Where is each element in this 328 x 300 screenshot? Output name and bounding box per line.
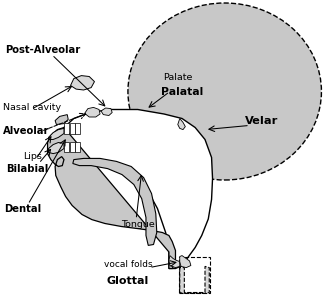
Polygon shape <box>55 115 68 124</box>
Polygon shape <box>73 158 157 245</box>
Bar <box>75 123 80 134</box>
Text: Palate: Palate <box>163 73 193 82</box>
Polygon shape <box>101 108 112 116</box>
Bar <box>179 257 210 293</box>
Text: Velar: Velar <box>245 116 279 126</box>
Text: vocal folds: vocal folds <box>104 260 153 269</box>
Polygon shape <box>48 128 175 268</box>
Polygon shape <box>169 256 180 268</box>
Polygon shape <box>85 107 100 117</box>
Circle shape <box>128 3 321 180</box>
Text: Alveolar: Alveolar <box>3 125 49 136</box>
Text: Glottal: Glottal <box>107 276 149 286</box>
Text: Tongue: Tongue <box>121 220 154 229</box>
Bar <box>70 142 75 152</box>
Text: Post-Alveolar: Post-Alveolar <box>5 45 80 56</box>
Text: Dental: Dental <box>4 203 41 214</box>
Text: Lips: Lips <box>24 152 43 161</box>
Polygon shape <box>180 256 191 268</box>
Text: Bilabial: Bilabial <box>6 164 48 174</box>
Polygon shape <box>49 142 64 154</box>
Polygon shape <box>178 118 185 130</box>
Polygon shape <box>71 76 94 90</box>
Bar <box>75 142 80 152</box>
Bar <box>64 142 69 152</box>
Bar <box>64 123 69 134</box>
Polygon shape <box>64 110 213 268</box>
Bar <box>70 123 75 134</box>
Text: Nasal cavity: Nasal cavity <box>3 103 61 112</box>
Polygon shape <box>180 266 209 293</box>
Polygon shape <box>49 128 64 140</box>
Text: Palatal: Palatal <box>161 86 204 97</box>
